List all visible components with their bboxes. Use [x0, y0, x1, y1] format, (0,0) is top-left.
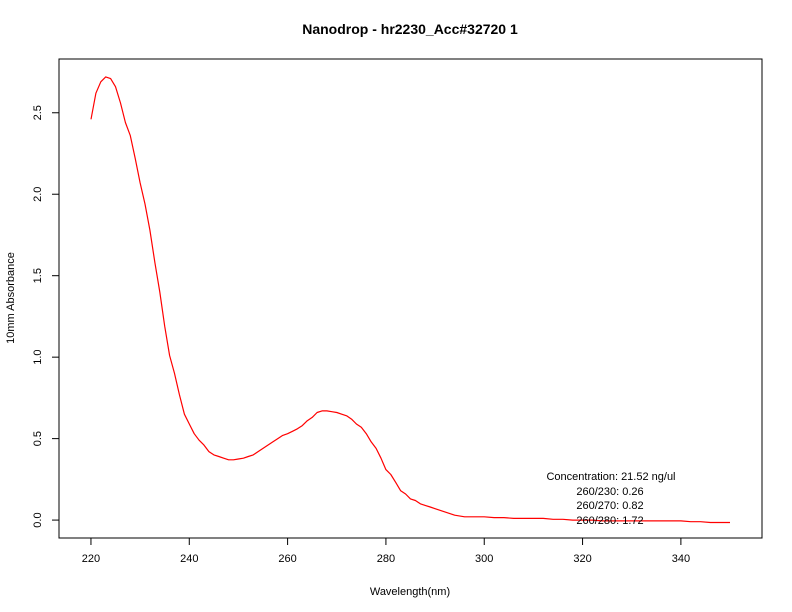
y-tick-label: 0.0 [32, 512, 44, 527]
x-axis-label: Wavelength(nm) [370, 586, 450, 598]
concentration-annotation: Concentration: 21.52 ng/ul [546, 471, 675, 483]
ratio-260-270-annotation: 260/270: 0.82 [576, 500, 643, 512]
ratio-260-280-annotation: 260/280: 1.72 [576, 515, 643, 527]
y-tick-label: 1.5 [32, 268, 44, 283]
y-tick-label: 2.0 [32, 187, 44, 202]
x-tick-label: 300 [475, 553, 493, 565]
x-axis: 220 240 260 280 300 320 340 [82, 538, 690, 565]
x-tick-label: 240 [180, 553, 198, 565]
y-tick-label: 1.0 [32, 350, 44, 365]
y-tick-label: 2.5 [32, 105, 44, 120]
plot-frame [58, 58, 763, 539]
x-tick-label: 260 [278, 553, 296, 565]
x-tick-label: 340 [672, 553, 690, 565]
absorbance-series-line [90, 76, 730, 524]
annotation-block: Concentration: 21.52 ng/ul 260/230: 0.26… [546, 471, 675, 527]
ratio-260-230-annotation: 260/230: 0.26 [576, 486, 643, 498]
series-layer [90, 76, 730, 524]
y-axis-label: 10mm Absorbance [5, 252, 17, 344]
x-tick-label: 280 [377, 553, 395, 565]
y-axis: 0.0 0.5 1.0 1.5 2.0 2.5 [32, 105, 59, 528]
x-tick-label: 320 [573, 553, 591, 565]
x-tick-label: 220 [82, 553, 100, 565]
chart-title: Nanodrop - hr2230_Acc#32720 1 [302, 21, 518, 37]
y-tick-label: 0.5 [32, 431, 44, 446]
